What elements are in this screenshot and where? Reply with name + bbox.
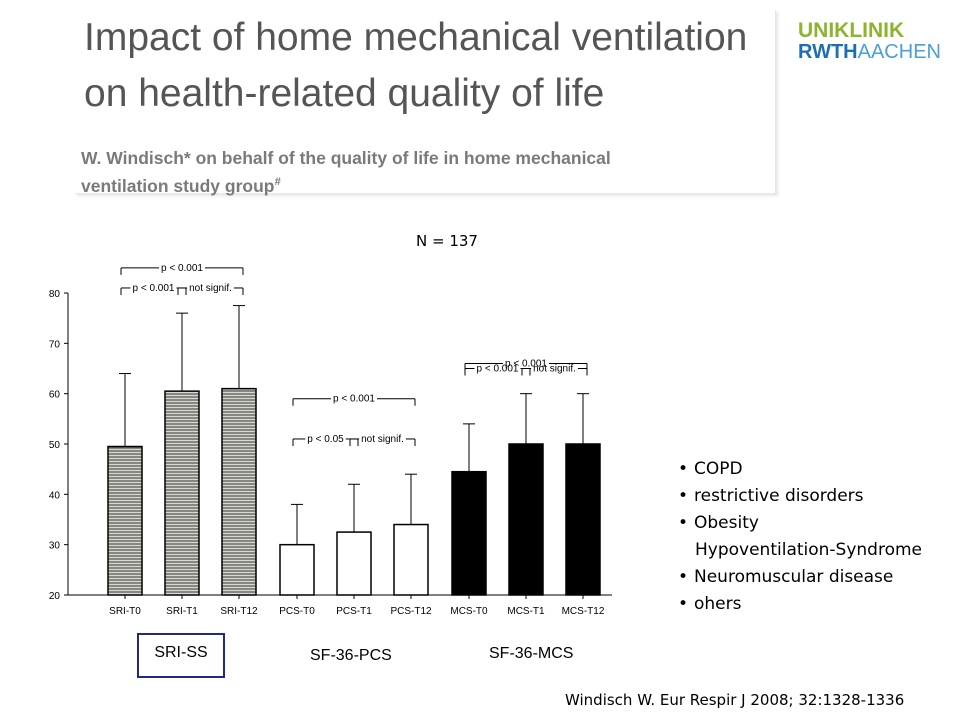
authors-line1: W. Windisch* on behalf of the quality of… xyxy=(81,148,611,168)
list-item: • Obesity Hypoventilation-Syndrome xyxy=(678,513,923,560)
bar-sri-t0 xyxy=(107,445,143,596)
bar-mcs-t12 xyxy=(565,443,601,596)
list-item: • restrictive disorders xyxy=(678,486,864,506)
y-tick-label: 60 xyxy=(49,390,61,401)
list-item: • ohers xyxy=(678,594,742,614)
group-label-sf36-pcs: SF-36-PCS xyxy=(310,647,392,664)
x-tick-label: PCS-T12 xyxy=(390,606,432,617)
x-tick-label: MCS-T0 xyxy=(450,606,488,617)
significance-label: p < 0.001 xyxy=(133,283,175,294)
slide-title-line1: Impact of home mechanical ventilation xyxy=(84,16,748,59)
x-tick-label: SRI-T0 xyxy=(109,606,141,617)
authors-footnote-mark: # xyxy=(274,176,281,188)
significance-label: p < 0.001 xyxy=(161,263,203,274)
sample-size-label: N = 137 xyxy=(416,232,478,250)
y-tick-label: 30 xyxy=(49,541,61,552)
logo-bottom: RWTHAACHEN xyxy=(798,41,941,63)
significance-label: p < 0.001 xyxy=(477,364,519,375)
significance-label: p < 0.001 xyxy=(333,394,375,405)
bar-sri-t12 xyxy=(221,387,257,596)
bar-sri-t1 xyxy=(164,390,200,596)
significance-label: not signif. xyxy=(189,283,232,294)
y-tick-label: 70 xyxy=(49,339,61,350)
group-label-sri-ss: SRI-SS xyxy=(137,633,225,678)
x-tick-label: MCS-T12 xyxy=(562,606,605,617)
group-label-sf36-mcs: SF-36-MCS xyxy=(489,645,574,662)
bar-pcs-t1 xyxy=(336,531,372,596)
x-tick-label: PCS-T1 xyxy=(336,606,372,617)
significance-label: p < 0.05 xyxy=(307,434,344,445)
bar-mcs-t1 xyxy=(508,443,544,596)
y-tick-label: 80 xyxy=(49,289,61,300)
x-tick-label: SRI-T1 xyxy=(166,606,198,617)
logo-top: UNIKLINIK xyxy=(798,19,905,42)
slide-title-line2: on health-related quality of life xyxy=(84,72,605,115)
bar-mcs-t0 xyxy=(451,470,487,596)
y-tick-label: 50 xyxy=(49,440,61,451)
x-tick-label: PCS-T0 xyxy=(279,606,315,617)
title-panel: Impact of home mechanical ventilation on… xyxy=(75,10,776,196)
y-tick-label: 20 xyxy=(49,591,61,602)
uniklinik-logo: UNIKLINIK RWTHAACHEN xyxy=(798,19,941,63)
list-item: • Neuromuscular disease xyxy=(678,567,894,587)
y-tick-label: 40 xyxy=(49,490,61,501)
significance-label: not signif. xyxy=(361,434,404,445)
significance-label: not signif. xyxy=(533,364,576,375)
patient-group-list: • COPD • restrictive disorders • Obesity Hyp… xyxy=(678,456,922,618)
bar-pcs-t12 xyxy=(393,523,429,596)
bar-pcs-t0 xyxy=(279,543,315,596)
authors-line2: ventilation study group# xyxy=(81,175,281,196)
citation: Windisch W. Eur Respir J 2008; 32:1328-1… xyxy=(565,691,905,709)
x-tick-label: MCS-T1 xyxy=(507,606,545,617)
authors: W. Windisch* on behalf of the quality of… xyxy=(81,146,611,198)
significance-label: p < 0.001 xyxy=(505,358,547,369)
list-item: • COPD xyxy=(678,459,743,479)
x-tick-label: SRI-T12 xyxy=(220,606,258,617)
